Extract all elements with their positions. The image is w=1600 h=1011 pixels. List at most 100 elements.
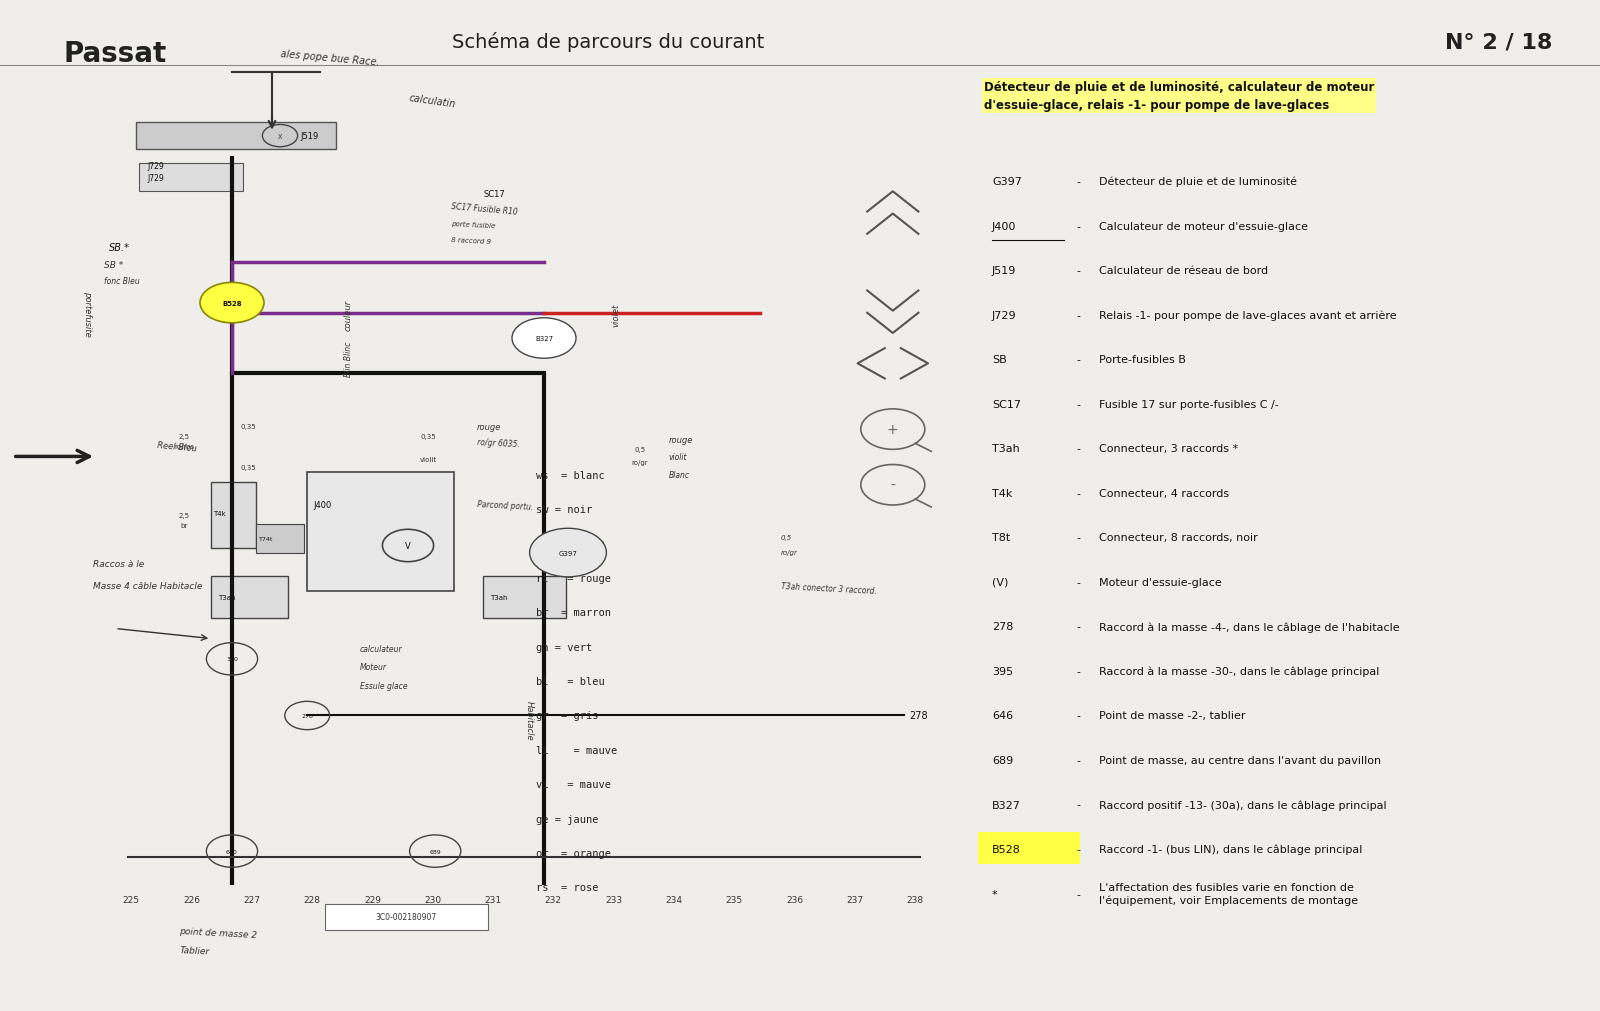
Text: Reel Blou: Reel Blou xyxy=(157,441,197,453)
Text: 225: 225 xyxy=(123,896,139,904)
Text: 8 raccord 9: 8 raccord 9 xyxy=(451,237,491,245)
FancyBboxPatch shape xyxy=(325,904,488,930)
Text: Calculateur de réseau de bord: Calculateur de réseau de bord xyxy=(1099,266,1269,276)
Text: violet: violet xyxy=(611,304,621,327)
Text: T3ah: T3ah xyxy=(218,594,235,601)
Text: portefusite: portefusite xyxy=(83,290,93,337)
Text: ro/gr: ro/gr xyxy=(632,460,648,466)
Text: gn = vert: gn = vert xyxy=(536,642,592,652)
Text: ro/gr: ro/gr xyxy=(781,549,798,555)
Text: 278: 278 xyxy=(301,714,314,718)
Circle shape xyxy=(530,529,606,577)
Text: -: - xyxy=(1077,488,1082,498)
Text: -: - xyxy=(1077,711,1082,721)
Text: J729: J729 xyxy=(147,163,163,171)
Text: J519: J519 xyxy=(992,266,1016,276)
Text: -: - xyxy=(1077,355,1082,365)
Text: 226: 226 xyxy=(182,896,200,904)
Text: 278: 278 xyxy=(909,711,928,721)
Text: bl   = bleu: bl = bleu xyxy=(536,676,605,686)
Text: 2,5: 2,5 xyxy=(179,513,189,519)
Text: -: - xyxy=(1077,444,1082,454)
Text: -: - xyxy=(1077,889,1082,899)
Text: SC17: SC17 xyxy=(483,190,506,198)
Text: 0,35: 0,35 xyxy=(240,424,256,430)
Text: T3ah: T3ah xyxy=(992,444,1019,454)
Text: 235: 235 xyxy=(726,896,742,904)
Text: or  = orange: or = orange xyxy=(536,848,611,858)
Text: T8t: T8t xyxy=(992,533,1010,543)
Text: -: - xyxy=(890,478,896,492)
Text: Passat: Passat xyxy=(64,40,168,69)
Text: G397: G397 xyxy=(992,177,1022,187)
Text: fonc Bleu: fonc Bleu xyxy=(104,277,139,285)
Text: T4k: T4k xyxy=(992,488,1013,498)
Circle shape xyxy=(200,283,264,324)
Text: Moteur: Moteur xyxy=(360,663,387,671)
Text: Blanc: Blanc xyxy=(669,471,690,479)
Text: SB: SB xyxy=(992,355,1006,365)
Text: Raccord -1- (bus LIN), dans le câblage principal: Raccord -1- (bus LIN), dans le câblage p… xyxy=(1099,844,1363,854)
Text: Connecteur, 3 raccords *: Connecteur, 3 raccords * xyxy=(1099,444,1238,454)
Text: violit: violit xyxy=(669,453,688,461)
Text: 0,35: 0,35 xyxy=(421,434,437,440)
Text: B327: B327 xyxy=(992,800,1021,810)
Text: 0,5: 0,5 xyxy=(781,535,792,541)
Text: 228: 228 xyxy=(304,896,320,904)
Text: SC17 Fusible R10: SC17 Fusible R10 xyxy=(451,202,518,216)
Text: 232: 232 xyxy=(546,896,562,904)
Text: B528: B528 xyxy=(992,844,1021,854)
Bar xyxy=(211,576,288,619)
Text: calculateur: calculateur xyxy=(360,645,403,653)
Text: ro/ros: ro/ros xyxy=(174,444,194,450)
FancyBboxPatch shape xyxy=(978,832,1080,864)
Text: br: br xyxy=(181,523,187,529)
Circle shape xyxy=(512,318,576,359)
Text: *: * xyxy=(992,889,998,899)
Text: (V): (V) xyxy=(992,577,1008,587)
Text: couleur: couleur xyxy=(344,300,354,331)
Text: -: - xyxy=(1077,399,1082,409)
Text: Point de masse, au centre dans l'avant du pavillon: Point de masse, au centre dans l'avant d… xyxy=(1099,755,1381,765)
Text: br  = marron: br = marron xyxy=(536,608,611,618)
Text: point de masse 2: point de masse 2 xyxy=(179,926,258,938)
Text: 278: 278 xyxy=(992,622,1013,632)
Text: Connecteur, 4 raccords: Connecteur, 4 raccords xyxy=(1099,488,1229,498)
Text: V: V xyxy=(405,542,411,550)
Text: -: - xyxy=(1077,177,1082,187)
Text: 395: 395 xyxy=(992,666,1013,676)
Circle shape xyxy=(262,125,298,148)
Text: 2,5: 2,5 xyxy=(179,434,189,440)
Text: -: - xyxy=(1077,844,1082,854)
Text: SC17: SC17 xyxy=(992,399,1021,409)
Text: -: - xyxy=(1077,266,1082,276)
Text: -: - xyxy=(1077,755,1082,765)
Text: 689: 689 xyxy=(992,755,1013,765)
Text: T74t: T74t xyxy=(259,537,274,541)
Text: ales pope bue Race.: ales pope bue Race. xyxy=(280,50,379,68)
Text: Détecteur de pluie et de luminosité, calculateur de moteur
d'essuie-glace, relai: Détecteur de pluie et de luminosité, cal… xyxy=(984,81,1374,112)
Text: +: + xyxy=(886,423,899,437)
Text: Habitacle: Habitacle xyxy=(525,700,534,740)
Text: T3ah: T3ah xyxy=(490,594,507,601)
Text: Raccord positif -13- (30a), dans le câblage principal: Raccord positif -13- (30a), dans le câbl… xyxy=(1099,800,1387,810)
Text: calculatin: calculatin xyxy=(408,93,456,109)
Text: SB.*: SB.* xyxy=(109,243,130,253)
Text: x: x xyxy=(278,132,282,141)
Text: -: - xyxy=(1077,221,1082,232)
Text: B327: B327 xyxy=(534,336,554,342)
Bar xyxy=(256,525,304,553)
Text: ro/gr 6035.: ro/gr 6035. xyxy=(477,437,520,449)
Text: 234: 234 xyxy=(666,896,683,904)
Text: ws  = blanc: ws = blanc xyxy=(536,470,605,480)
Text: Relais -1- pour pompe de lave-glaces avant et arrière: Relais -1- pour pompe de lave-glaces ava… xyxy=(1099,310,1397,320)
Text: 238: 238 xyxy=(907,896,923,904)
Text: -: - xyxy=(1077,533,1082,543)
Text: 646: 646 xyxy=(992,711,1013,721)
Text: Raccos à le: Raccos à le xyxy=(93,560,144,568)
Text: Fusible 17 sur porte-fusibles C /-: Fusible 17 sur porte-fusibles C /- xyxy=(1099,399,1278,409)
Text: 236: 236 xyxy=(786,896,803,904)
Text: 233: 233 xyxy=(605,896,622,904)
Bar xyxy=(483,576,566,619)
Text: violit: violit xyxy=(421,457,437,463)
